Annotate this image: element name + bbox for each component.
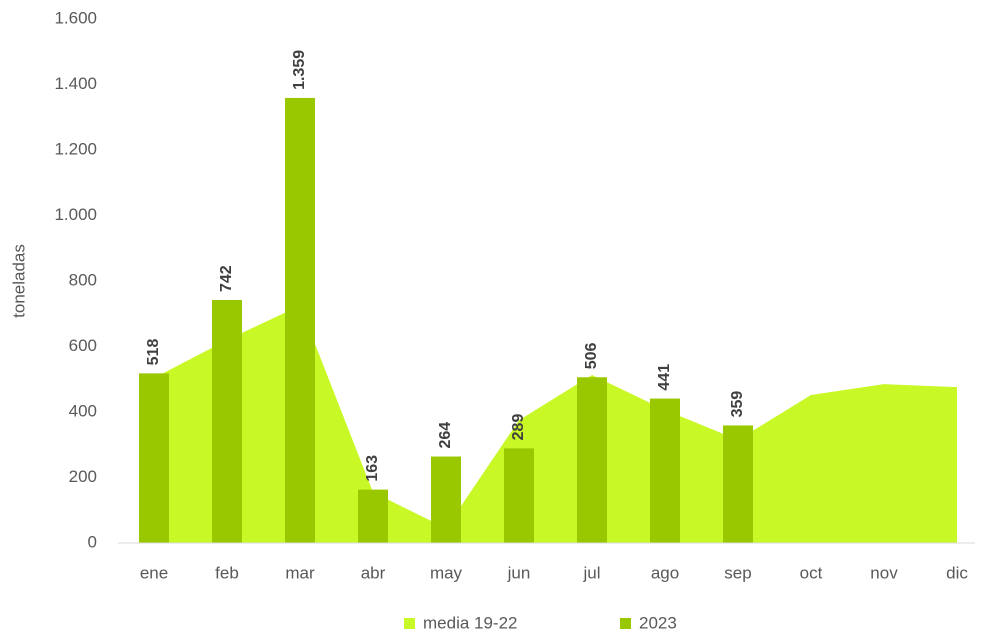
y-tick-label: 1.600 <box>54 8 97 27</box>
y-tick-label: 1.000 <box>54 205 97 224</box>
x-tick-label: ago <box>651 563 679 582</box>
value-label: 441 <box>656 364 673 391</box>
x-tick-label: jul <box>582 563 600 582</box>
value-label: 264 <box>437 422 454 449</box>
y-tick-label: 800 <box>69 270 97 289</box>
legend-label: 2023 <box>639 613 677 632</box>
bar <box>139 373 169 543</box>
bar <box>212 299 242 543</box>
value-label: 1.359 <box>291 50 308 90</box>
legend-swatch <box>404 618 415 629</box>
legend-label: media 19-22 <box>423 613 518 632</box>
bar <box>723 425 753 543</box>
x-tick-label: mar <box>285 563 315 582</box>
value-label: 742 <box>218 265 235 292</box>
bar <box>650 398 680 543</box>
x-tick-label: jun <box>507 563 531 582</box>
y-tick-label: 400 <box>69 401 97 420</box>
x-tick-label: feb <box>215 563 239 582</box>
y-axis-label: toneladas <box>9 244 28 318</box>
value-label: 506 <box>583 342 600 369</box>
y-tick-label: 0 <box>88 532 97 551</box>
y-tick-label: 1.200 <box>54 139 97 158</box>
area <box>154 305 957 543</box>
x-tick-label: nov <box>870 563 898 582</box>
x-tick-label: sep <box>724 563 751 582</box>
value-label: 518 <box>145 339 162 366</box>
x-tick-label: may <box>430 563 463 582</box>
x-tick-label: ene <box>140 563 168 582</box>
bar <box>577 377 607 543</box>
value-label: 163 <box>364 455 381 482</box>
value-label: 289 <box>510 414 527 441</box>
bar <box>431 456 461 543</box>
legend-swatch <box>620 618 631 629</box>
bar <box>285 97 315 544</box>
y-tick-label: 600 <box>69 336 97 355</box>
bar <box>504 448 534 543</box>
x-tick-label: dic <box>946 563 968 582</box>
y-tick-label: 200 <box>69 467 97 486</box>
x-tick-label: abr <box>361 563 386 582</box>
y-tick-label: 1.400 <box>54 74 97 93</box>
bar <box>358 489 388 543</box>
value-label: 359 <box>729 391 746 418</box>
x-tick-label: oct <box>800 563 823 582</box>
